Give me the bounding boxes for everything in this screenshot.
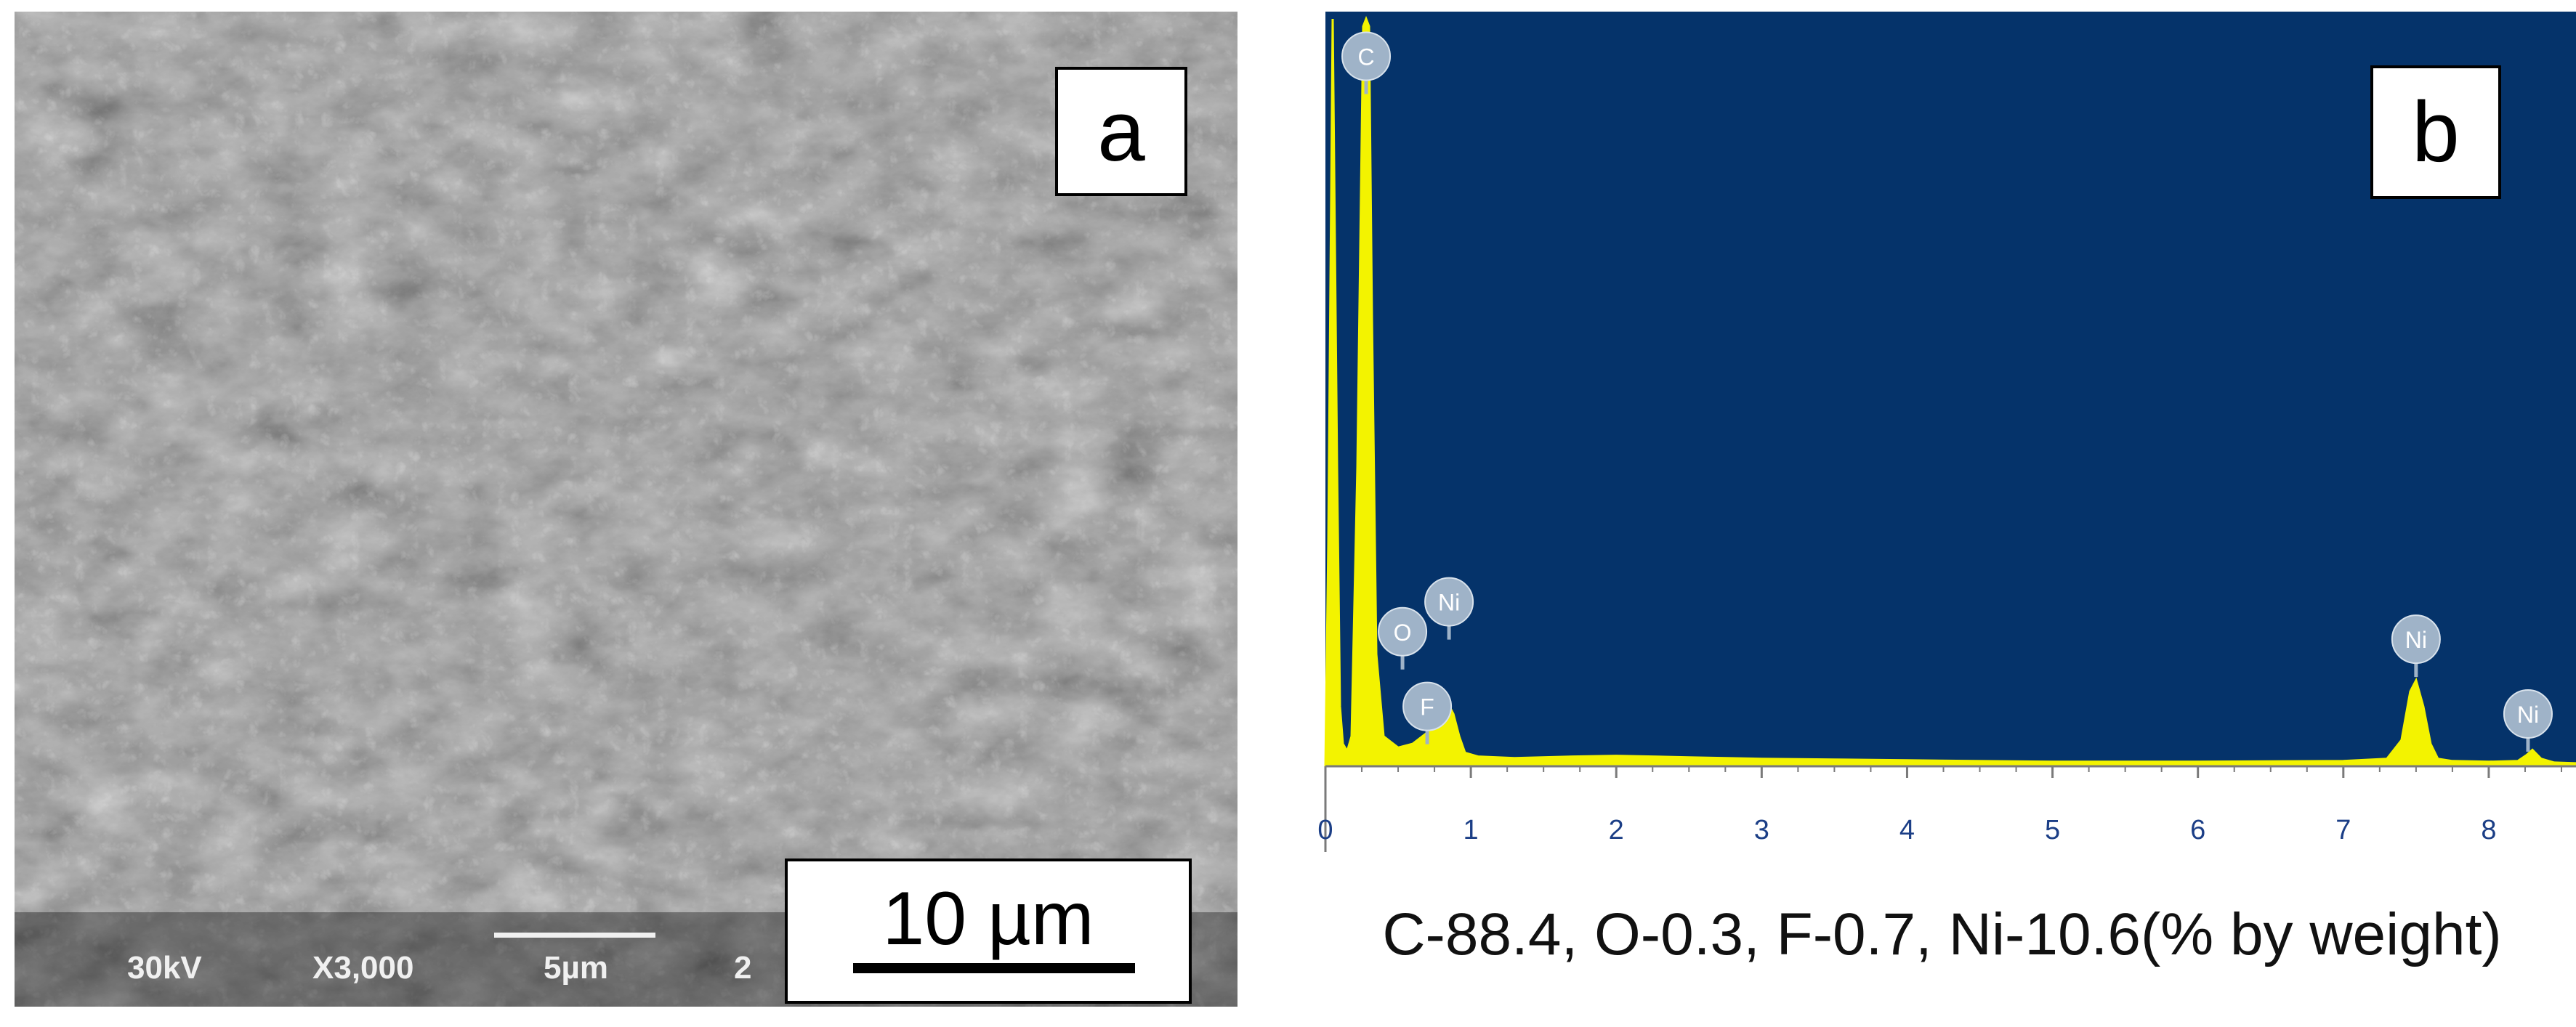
sem-extra-text: 2 [734, 950, 752, 986]
sem-micrograph-panel: a 30kV X3,000 5µm 2 10 µm [15, 12, 1237, 1007]
peak-label: C [1357, 44, 1374, 70]
peak-label: F [1420, 694, 1434, 720]
x-tick-label: 4 [1899, 815, 1915, 845]
peak-marker-ni: Ni [2391, 614, 2441, 678]
peak-marker-ni: Ni [2503, 689, 2553, 752]
sem-scale-bar [494, 933, 655, 938]
sem-image [15, 12, 1237, 1007]
peak-label: Ni [1438, 590, 1460, 616]
sem-voltage: 30kV [127, 950, 202, 986]
spectrum-series-0 [1324, 15, 2576, 768]
x-tick-label: 3 [1754, 815, 1769, 845]
x-tick-label: 5 [2045, 815, 2060, 845]
x-tick-label: 2 [1609, 815, 1624, 845]
x-tick-label: 8 [2481, 815, 2496, 845]
sem-scale-label: 5µm [544, 950, 608, 986]
scale-bar-box: 10 µm [785, 858, 1192, 1004]
peak-label: O [1394, 620, 1412, 646]
peak-marker-ni: Ni [1424, 577, 1474, 640]
peak-marker-o: O [1378, 606, 1428, 670]
composition-text: C-88.4, O-0.3, F-0.7, Ni-10.6(% by weigh… [1382, 901, 2502, 967]
x-tick-label: 6 [2190, 815, 2205, 845]
peak-label: Ni [2405, 627, 2427, 653]
peak-marker-c: C [1341, 31, 1392, 94]
plot-area [1325, 12, 2576, 766]
peak-marker-f: F [1402, 681, 1453, 744]
scale-bar [853, 963, 1135, 973]
eds-spectrum-panel: 0 1 2 3 4 5 6 7 8 C O Ni F Ni Ni b C-88.4, O-0.3, F-0.… [1308, 0, 2576, 1027]
panel-a-label: a [1055, 67, 1187, 196]
sem-magnification: X3,000 [312, 950, 414, 986]
peak-label: Ni [2517, 702, 2539, 728]
x-tick-label: 1 [1463, 815, 1479, 845]
x-tick-label: 7 [2335, 815, 2351, 845]
panel-b-label: b [2370, 65, 2501, 199]
x-tick-label: 0 [1317, 815, 1333, 845]
scale-bar-label: 10 µm [882, 877, 1094, 961]
eds-spectrum-chart: 0 1 2 3 4 5 6 7 8 C O Ni F Ni Ni [1317, 12, 2576, 852]
